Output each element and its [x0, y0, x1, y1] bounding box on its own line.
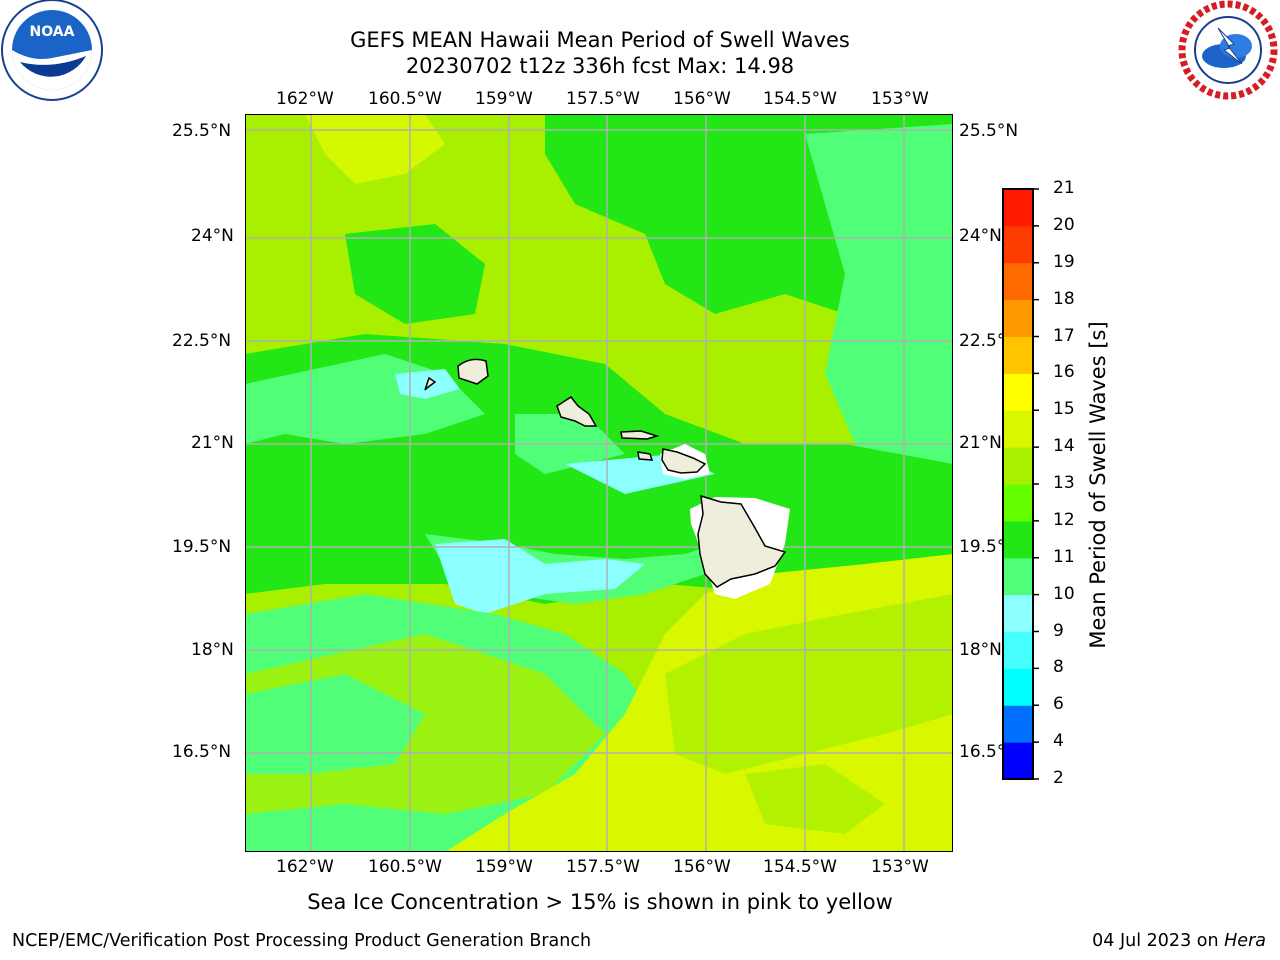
lon-tick-bottom: 156°W	[673, 857, 731, 877]
footer-host: Hera	[1224, 931, 1266, 951]
footer-producer: NCEP/EMC/Verification Post Processing Pr…	[12, 931, 592, 951]
lat-tick-left: 25.5°N	[172, 121, 232, 141]
colorbar-label: 4	[1053, 731, 1064, 752]
colorbar-segment	[1003, 705, 1033, 743]
lat-tick-left: 19.5°N	[172, 537, 232, 557]
colorbar-label: 8	[1053, 657, 1064, 678]
island-oahu	[556, 395, 598, 427]
lat-tick-left: 21°N	[191, 433, 234, 453]
colorbar-label: 20	[1053, 214, 1075, 235]
colorbar-label: 2	[1053, 768, 1064, 788]
colorbar-label: 19	[1053, 251, 1075, 272]
colorbar-label: 10	[1053, 583, 1075, 604]
colorbar-segment	[1003, 299, 1033, 337]
colorbar-segment	[1003, 631, 1033, 669]
lat-tick-left: 16.5°N	[172, 742, 232, 762]
lat-tick-left: 24°N	[191, 226, 234, 246]
colorbar-segment	[1003, 594, 1033, 632]
island-kauai	[457, 358, 489, 385]
lon-tick-bottom: 157.5°W	[566, 857, 640, 877]
lon-tick-top: 153°W	[871, 89, 929, 109]
colorbar-label: 15	[1053, 399, 1075, 420]
noaa-logo-text: NOAA	[30, 24, 75, 40]
colorbar-segment	[1003, 410, 1033, 448]
lat-tick-right: 25.5°N	[959, 121, 1019, 141]
colorbar-segment	[1003, 225, 1033, 264]
colorbar-label: 6	[1053, 694, 1064, 715]
colorbar-segment	[1003, 373, 1033, 411]
colorbar-label: 21	[1053, 178, 1075, 198]
lon-tick-top: 154.5°W	[763, 89, 837, 109]
lon-tick-top: 156°W	[673, 89, 731, 109]
lon-tick-top: 157.5°W	[566, 89, 640, 109]
colorbar-label: 17	[1053, 325, 1075, 346]
colorbar-label: 18	[1053, 288, 1075, 309]
colorbar-segment	[1003, 557, 1033, 596]
colorbar-segment	[1003, 189, 1033, 227]
lat-tick-right: 21°N	[959, 433, 1002, 453]
colorbar-segment	[1003, 262, 1033, 301]
hawaiian-islands	[424, 358, 787, 588]
colorbar	[1002, 188, 1039, 780]
island-hawaii	[697, 494, 787, 588]
lon-tick-bottom: 154.5°W	[763, 857, 837, 877]
colorbar-label: 11	[1053, 546, 1075, 567]
colorbar-segment	[1003, 336, 1033, 374]
lon-tick-bottom: 160.5°W	[368, 857, 442, 877]
colorbar-label: 14	[1053, 436, 1075, 457]
lat-tick-right: 24°N	[959, 226, 1002, 246]
colorbar-label: 16	[1053, 362, 1075, 383]
lat-tick-right: 18°N	[959, 640, 1002, 660]
lon-tick-top: 160.5°W	[368, 89, 442, 109]
footer-date: 04 Jul 2023 on Hera	[1092, 931, 1266, 951]
footer-date-text: 04 Jul 2023 on	[1092, 931, 1219, 951]
island-maui	[661, 448, 707, 474]
colorbar-label: 13	[1053, 473, 1075, 493]
colorbar-segment	[1003, 742, 1033, 780]
island-lanai	[637, 451, 654, 461]
map-title: GEFS MEAN Hawaii Mean Period of Swell Wa…	[350, 28, 850, 52]
colorbar-segment	[1003, 447, 1033, 485]
island-molokai	[620, 430, 660, 440]
colorbar-segment	[1003, 484, 1033, 522]
lon-tick-bottom: 162°W	[276, 857, 334, 877]
lon-tick-bottom: 159°W	[475, 857, 533, 877]
lon-tick-top: 162°W	[276, 89, 334, 109]
island-niihau	[424, 376, 437, 391]
sea-ice-note: Sea Ice Concentration > 15% is shown in …	[307, 890, 893, 914]
lat-tick-left: 22.5°N	[172, 331, 232, 351]
nws-logo	[1178, 0, 1278, 100]
colorbar-segment	[1003, 520, 1033, 559]
colorbar-title: Mean Period of Swell Waves [s]	[1086, 321, 1110, 649]
colorbar-segment	[1003, 668, 1033, 706]
lat-tick-left: 18°N	[191, 640, 234, 660]
colorbar-label: 12	[1053, 509, 1075, 530]
colorbar-label: 9	[1053, 620, 1064, 641]
map-gridlines	[245, 114, 953, 852]
noaa-logo: NOAA	[1, 0, 103, 101]
lon-tick-bottom: 153°W	[871, 857, 929, 877]
map-subtitle: 20230702 t12z 336h fcst Max: 14.98	[405, 54, 795, 78]
lon-tick-top: 159°W	[475, 89, 533, 109]
swell-period-map	[245, 114, 953, 852]
